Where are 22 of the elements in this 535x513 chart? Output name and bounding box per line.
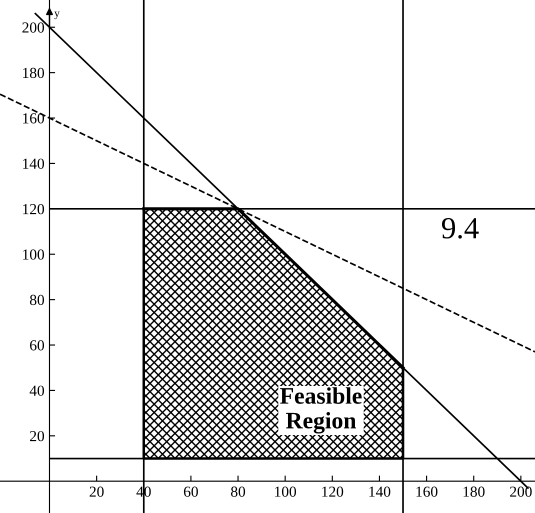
y-tick-label: 140 [23, 158, 44, 169]
y-tick-label: 100 [23, 249, 44, 260]
annotation: Feasible Region [280, 387, 362, 434]
x-tick-label: 180 [464, 486, 485, 497]
y-tick-label: 20 [30, 430, 44, 442]
y-axis-title: y [54, 12, 60, 20]
x-tick-label: 160 [416, 486, 438, 497]
y-tick-label: 60 [30, 340, 44, 350]
y-tick-label: 160 [23, 113, 44, 124]
x-tick-label: 120 [322, 486, 344, 497]
x-tick-label: 20 [90, 486, 104, 497]
y-tick-label: 200 [22, 22, 44, 33]
y-tick-label: 40 [30, 386, 44, 396]
x-tick-label: 100 [275, 486, 296, 497]
y-tick-label: 180 [23, 68, 44, 78]
y-tick-label: 80 [30, 294, 44, 306]
x-tick-label: 60 [184, 486, 198, 497]
x-tick-label: 200 [510, 486, 532, 497]
x-tick-label: 80 [230, 486, 246, 497]
annotation: 9.4 [442, 218, 479, 239]
x-tick-label: 140 [369, 486, 390, 497]
y-tick-label: 120 [23, 204, 44, 214]
